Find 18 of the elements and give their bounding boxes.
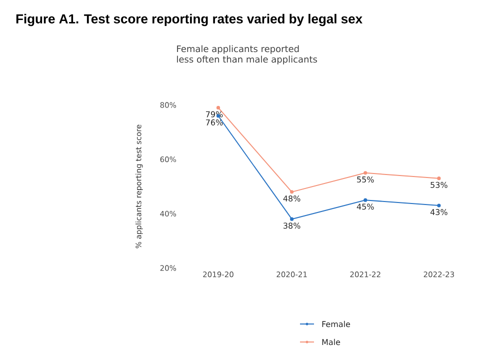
point xyxy=(290,190,294,194)
chart-title: Figure A1. Test score reporting rates varied by legal sex xyxy=(16,14,362,26)
data-label: 43% xyxy=(430,209,448,216)
data-label: 76% xyxy=(206,119,223,126)
point xyxy=(437,176,441,180)
data-label: 48% xyxy=(283,195,300,202)
point xyxy=(290,217,294,221)
chart-subtitle: Female applicants reported less often than male applicants xyxy=(177,45,318,64)
point xyxy=(364,171,368,175)
legend-label: Male xyxy=(322,338,340,346)
data-label: 45% xyxy=(356,204,374,210)
data-label: 53% xyxy=(430,182,448,188)
data-label: 38% xyxy=(284,222,300,229)
point xyxy=(437,204,441,208)
point xyxy=(364,198,368,202)
data-label: 55% xyxy=(357,176,374,182)
point xyxy=(216,106,220,110)
legend-label: Female xyxy=(322,320,350,328)
